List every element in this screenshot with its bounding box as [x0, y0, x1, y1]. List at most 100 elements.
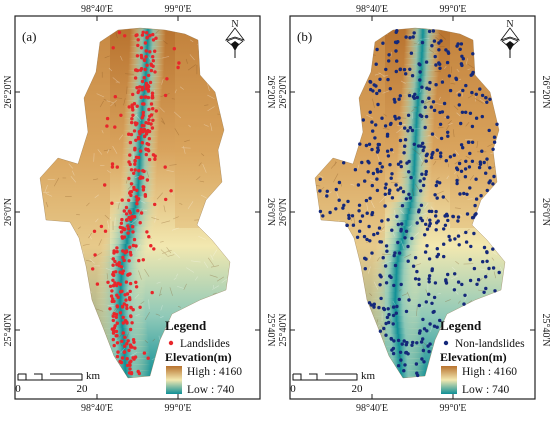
non-landslide-point: [404, 229, 409, 233]
non-landslide-point: [408, 36, 412, 40]
landslide-point: [128, 272, 132, 276]
non-landslide-point: [360, 214, 365, 218]
non-landslide-point: [458, 192, 462, 196]
non-landslide-point: [480, 114, 484, 119]
landslide-point: [113, 324, 117, 328]
non-landslide-point: [439, 136, 444, 141]
non-landslide-point: [424, 172, 428, 176]
landslide-point: [114, 329, 119, 334]
non-landslide-point: [364, 198, 369, 203]
non-landslide-point: [471, 52, 475, 56]
non-landslide-point: [390, 228, 394, 232]
non-landslide-point: [469, 244, 473, 249]
non-landslide-point: [365, 211, 369, 215]
non-landslide-point: [397, 116, 401, 120]
non-landslide-point: [424, 222, 428, 226]
non-landslide-point: [394, 311, 398, 315]
landslide-point: [135, 68, 140, 73]
non-landslide-point: [446, 51, 451, 55]
landslide-point: [134, 33, 138, 38]
non-landslide-point: [380, 165, 384, 169]
non-landslide-point: [406, 244, 410, 249]
non-landslide-point: [382, 326, 386, 331]
landslide-point: [131, 225, 135, 229]
non-landslide-point: [403, 126, 407, 130]
landslide-point: [112, 343, 116, 348]
non-landslide-point: [440, 80, 445, 84]
non-landslide-point: [491, 247, 495, 251]
landslide-point: [138, 305, 142, 309]
landslide-point: [115, 246, 119, 250]
landslide-point: [111, 278, 115, 282]
non-landslide-point: [358, 142, 362, 146]
landslide-point: [142, 351, 147, 355]
landslide-point: [147, 118, 151, 122]
non-landslide-point: [402, 67, 407, 72]
legend-point-marker: [168, 340, 174, 346]
non-landslide-point: [372, 302, 376, 306]
landslide-point: [144, 81, 149, 86]
non-landslide-point: [357, 229, 362, 233]
landslide-point: [124, 250, 129, 254]
non-landslide-point: [495, 122, 499, 127]
non-landslide-point: [497, 270, 501, 275]
non-landslide-point: [375, 47, 379, 52]
non-landslide-point: [427, 257, 432, 261]
landslide-point: [177, 61, 181, 65]
non-landslide-point: [454, 76, 458, 81]
non-landslide-point: [412, 31, 416, 35]
landslide-point: [92, 229, 97, 233]
non-landslide-point: [477, 165, 482, 170]
landslide-point: [143, 67, 147, 72]
landslide-point: [127, 348, 131, 353]
non-landslide-point: [404, 350, 409, 355]
non-landslide-point: [396, 222, 400, 227]
non-landslide-point: [356, 183, 361, 187]
landslide-point: [125, 292, 130, 296]
landslide-point: [150, 94, 155, 98]
landslide-point: [146, 121, 151, 125]
non-landslide-point: [398, 121, 403, 126]
non-landslide-point: [393, 114, 397, 119]
sample-points: [318, 29, 501, 378]
non-landslide-point: [365, 237, 369, 242]
landslide-point: [139, 46, 144, 50]
non-landslide-point: [470, 90, 474, 95]
non-landslide-point: [342, 203, 346, 207]
non-landslide-point: [381, 306, 386, 311]
non-landslide-point: [471, 215, 476, 219]
landslide-point: [137, 169, 141, 173]
non-landslide-point: [357, 209, 361, 213]
landslide-point: [146, 85, 150, 90]
non-landslide-point: [464, 110, 468, 115]
non-landslide-point: [471, 70, 475, 75]
non-landslide-point: [418, 179, 422, 183]
landslide-point: [131, 230, 135, 234]
non-landslide-point: [384, 281, 389, 285]
landslide-point: [124, 212, 129, 216]
non-landslide-point: [421, 148, 425, 153]
non-landslide-point: [377, 89, 382, 93]
non-landslide-point: [411, 340, 415, 345]
non-landslide-point: [482, 160, 486, 165]
non-landslide-point: [407, 298, 411, 302]
non-landslide-point: [444, 159, 448, 163]
non-landslide-point: [369, 303, 374, 307]
non-landslide-point: [484, 275, 488, 279]
landslide-point: [119, 230, 124, 234]
non-landslide-point: [388, 274, 392, 278]
landslide-point: [143, 41, 148, 45]
non-landslide-point: [424, 300, 428, 304]
non-landslide-point: [492, 174, 496, 179]
non-landslide-point: [485, 259, 489, 263]
elevation-low-label: Low : 740: [462, 384, 510, 396]
landslide-point: [164, 197, 168, 202]
landslide-point: [150, 126, 155, 130]
non-landslide-point: [381, 256, 385, 260]
non-landslide-point: [364, 257, 368, 261]
landslide-point: [131, 338, 136, 342]
non-landslide-point: [420, 100, 425, 104]
non-landslide-point: [368, 196, 372, 200]
landslide-point: [121, 249, 125, 253]
non-landslide-point: [404, 72, 408, 76]
